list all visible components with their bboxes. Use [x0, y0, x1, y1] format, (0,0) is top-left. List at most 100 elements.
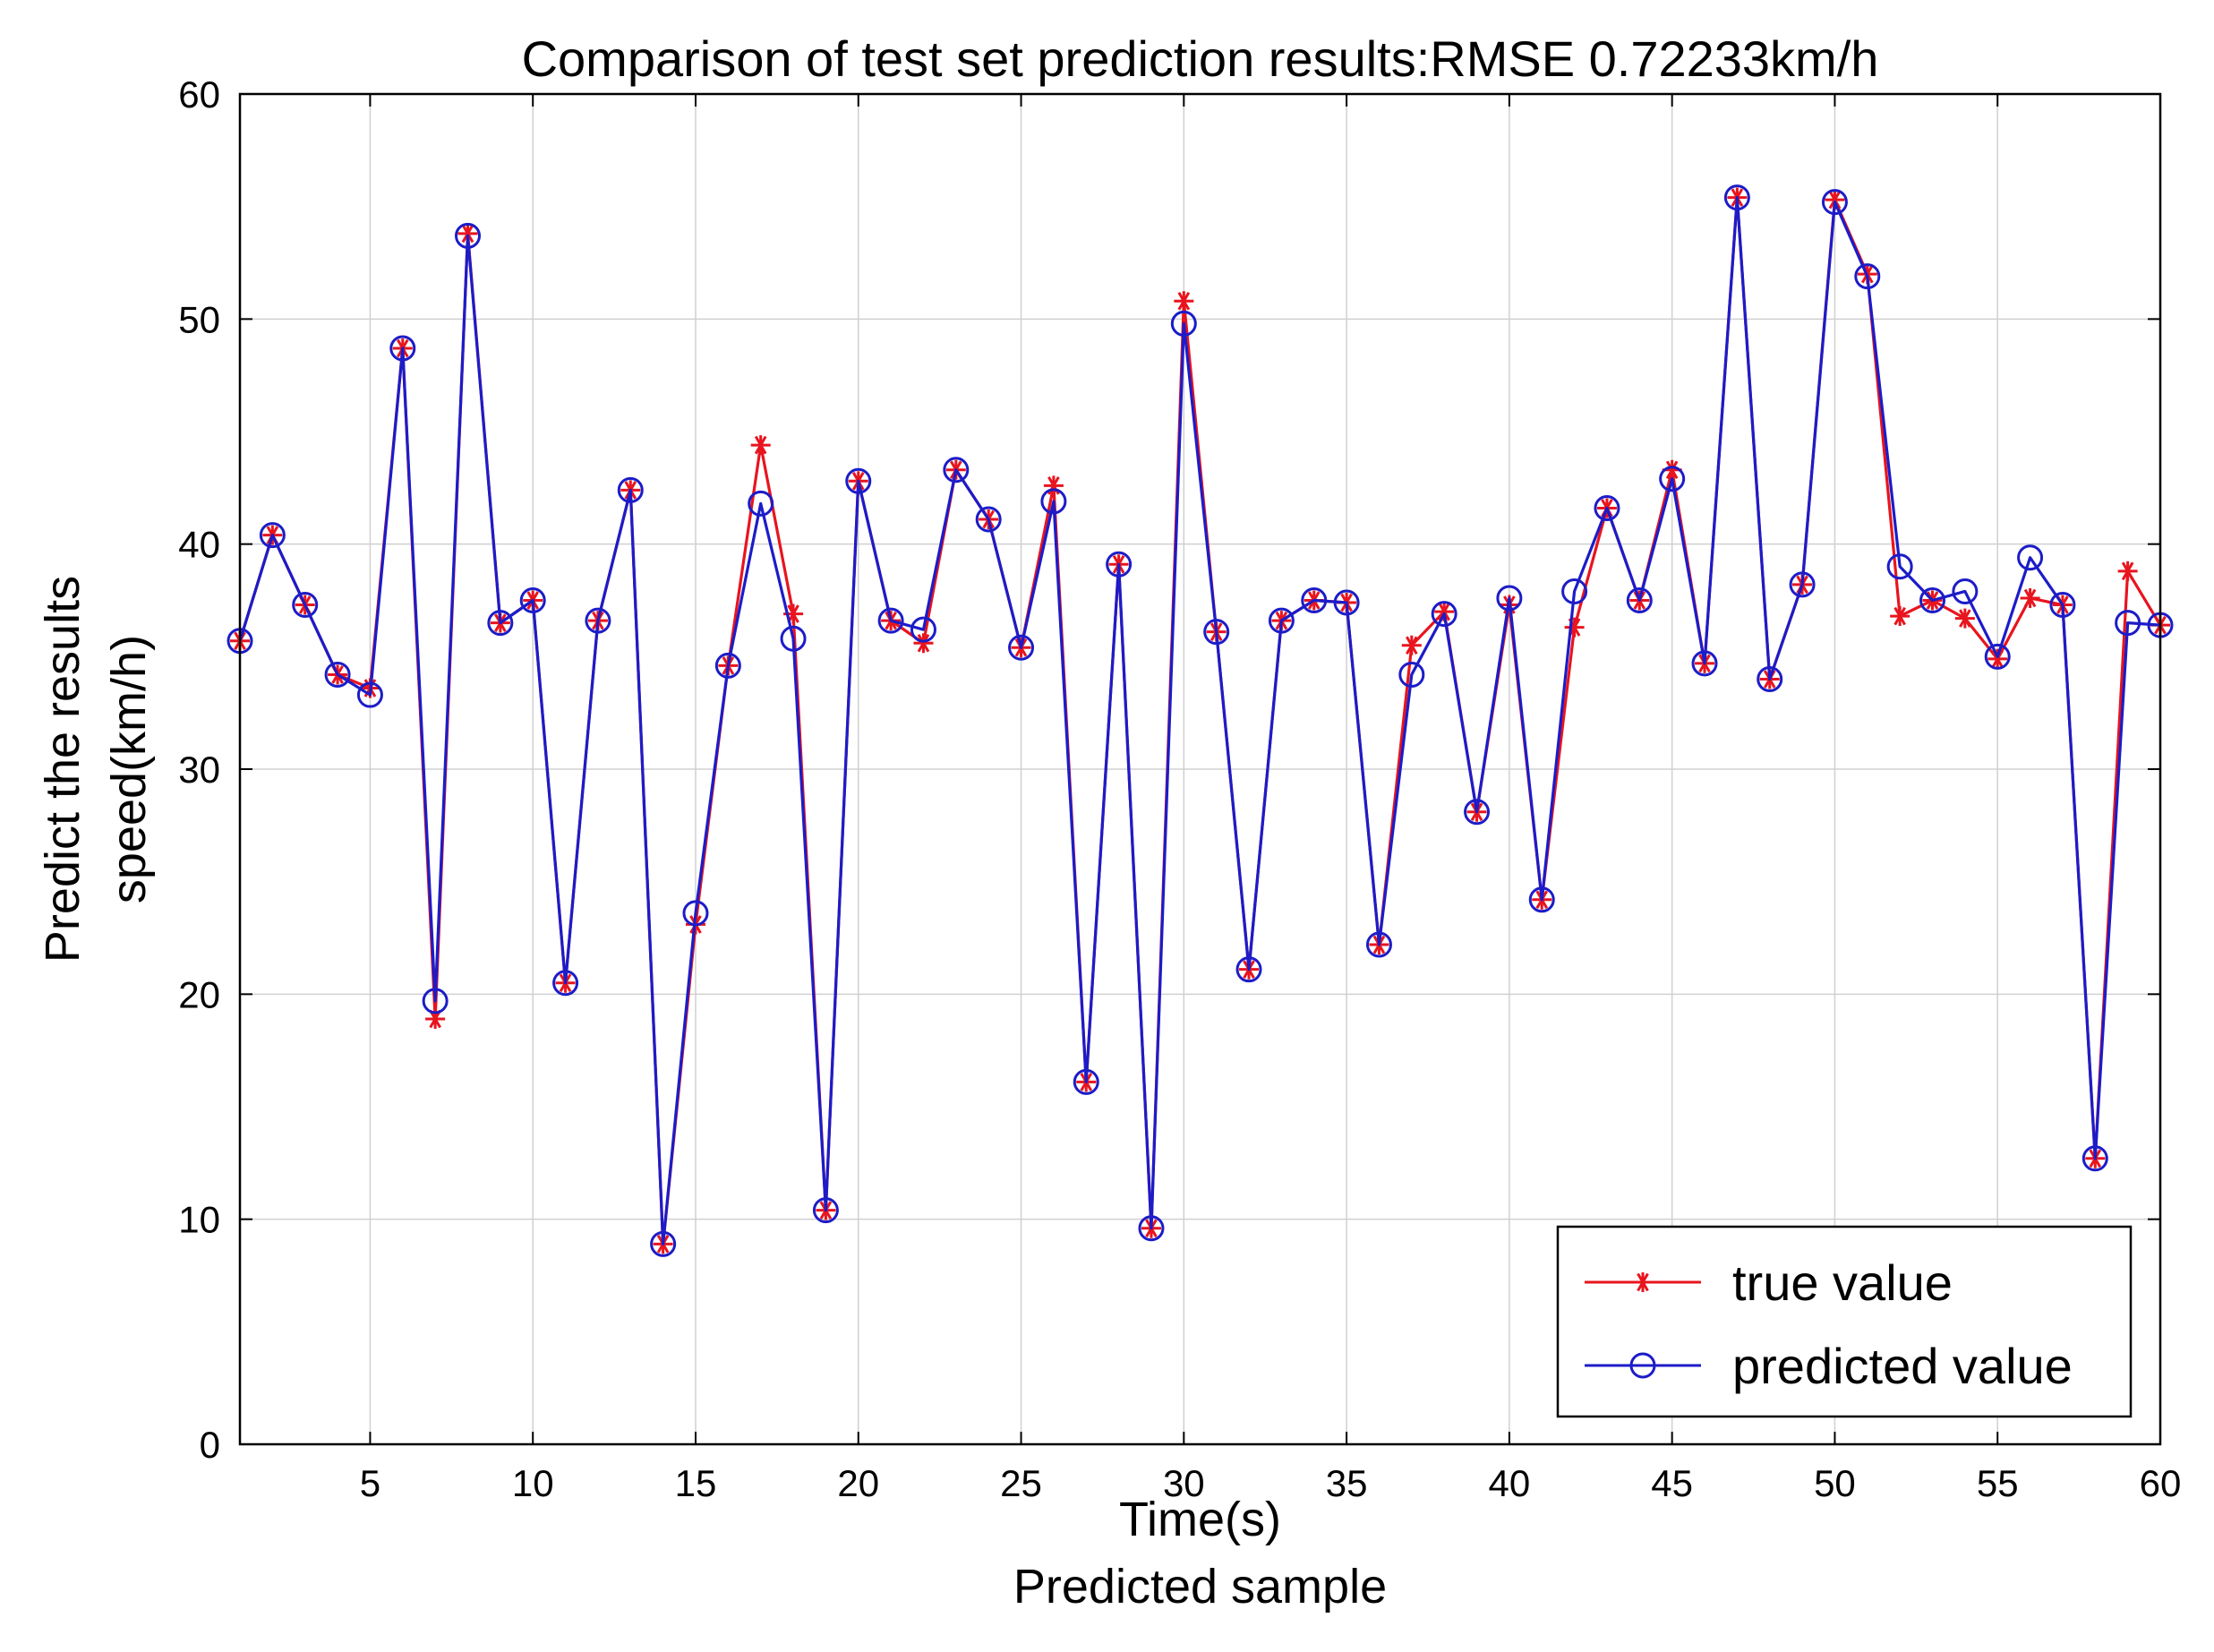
series-line — [238, 196, 2162, 1245]
x-tick-label: 50 — [1814, 1462, 1856, 1504]
data-point-predicted-value — [1008, 634, 1035, 661]
data-point-predicted-value — [780, 625, 807, 652]
series-predicted-value — [227, 184, 2174, 1257]
y-tick-label: 60 — [178, 73, 220, 116]
data-point-predicted-value — [389, 335, 416, 362]
data-point-predicted-value — [1691, 650, 1718, 677]
data-point-predicted-value — [552, 970, 579, 997]
series-layer — [227, 184, 2174, 1257]
data-point-predicted-value — [2017, 544, 2044, 571]
data-point-predicted-value — [585, 607, 611, 634]
data-point-predicted-value — [714, 652, 741, 679]
data-point-predicted-value — [1496, 585, 1523, 612]
data-point-true-value — [1954, 608, 1975, 629]
legend-marker-predicted-value — [1629, 1352, 1656, 1379]
data-point-predicted-value — [292, 592, 319, 619]
legend-circle-marker — [1629, 1352, 1656, 1379]
data-point-predicted-value — [454, 222, 481, 249]
data-point-true-value — [913, 633, 934, 654]
data-point-predicted-value — [910, 616, 936, 643]
data-point-predicted-value — [748, 490, 774, 517]
data-point-true-value — [750, 435, 771, 456]
legend: true value predicted value — [1556, 1225, 2133, 1418]
data-point-predicted-value — [324, 661, 351, 688]
data-point-predicted-value — [1040, 488, 1067, 515]
x-tick-label: 40 — [1489, 1462, 1531, 1504]
y-tick-label: 50 — [178, 298, 220, 340]
legend-star-marker — [1633, 1272, 1653, 1292]
data-point-predicted-value — [487, 610, 514, 637]
x-tick-label: 60 — [2140, 1462, 2182, 1504]
data-point-true-value — [1401, 635, 1422, 655]
data-point-true-value — [1825, 190, 1845, 210]
data-point-predicted-value — [2115, 610, 2141, 637]
data-point-predicted-value — [1854, 263, 1881, 290]
data-point-predicted-value — [1398, 661, 1425, 688]
x-tick-label: 10 — [512, 1462, 554, 1504]
data-point-predicted-value — [812, 1197, 839, 1224]
x-tick-label: 5 — [360, 1462, 380, 1504]
data-point-predicted-value — [1073, 1068, 1099, 1095]
data-point-predicted-value — [1561, 578, 1588, 604]
x-tick-label: 30 — [1163, 1462, 1205, 1504]
data-point-predicted-value — [1919, 587, 1946, 613]
data-point-predicted-value — [617, 476, 644, 503]
data-point-predicted-value — [877, 607, 904, 634]
data-point-true-value — [2020, 587, 2040, 608]
x-axis-label: Time(s) — [1119, 1493, 1281, 1546]
data-point-predicted-value — [1464, 799, 1491, 826]
data-point-predicted-value — [1268, 607, 1295, 634]
data-point-predicted-value — [259, 522, 286, 549]
data-point-predicted-value — [650, 1230, 677, 1257]
data-point-predicted-value — [1757, 665, 1783, 692]
series-line — [238, 196, 2161, 1245]
data-point-predicted-value — [1301, 587, 1328, 613]
chart-title: Comparison of test set prediction result… — [522, 30, 1879, 87]
data-point-predicted-value — [2082, 1145, 2108, 1172]
data-point-predicted-value — [1138, 1215, 1165, 1242]
x-tick-label: 35 — [1326, 1462, 1368, 1504]
data-point-predicted-value — [845, 467, 872, 494]
legend-marker-true-value — [1633, 1272, 1653, 1292]
series-true-value — [230, 187, 2170, 1254]
y-axis-label-line2: speed(km/h) — [102, 635, 156, 903]
x-tick-label: 25 — [1000, 1462, 1042, 1504]
y-tick-label: 40 — [178, 524, 220, 566]
data-point-predicted-value — [519, 587, 546, 613]
data-point-predicted-value — [1886, 553, 1913, 580]
x-tick-label: 15 — [675, 1462, 717, 1504]
legend-label-predicted-value: predicted value — [1732, 1338, 2073, 1394]
legend-box — [1556, 1225, 2133, 1418]
data-point-predicted-value — [1821, 189, 1848, 216]
data-point-predicted-value — [1365, 931, 1392, 958]
data-point-predicted-value — [943, 457, 970, 484]
data-point-predicted-value — [1106, 551, 1133, 578]
data-point-predicted-value — [1626, 587, 1653, 613]
y-tick-label: 0 — [200, 1424, 220, 1466]
data-point-predicted-value — [1723, 184, 1750, 211]
data-point-true-value — [2117, 561, 2138, 581]
data-point-true-value — [1564, 617, 1585, 638]
x-axis-sublabel: Predicted sample — [1013, 1560, 1387, 1613]
data-point-predicted-value — [975, 506, 1002, 533]
data-point-predicted-value — [1952, 578, 1979, 604]
x-tick-label: 55 — [1977, 1462, 2019, 1504]
data-point-predicted-value — [1333, 589, 1360, 616]
data-point-true-value — [1174, 291, 1194, 312]
data-point-predicted-value — [1203, 619, 1230, 646]
data-point-predicted-value — [1659, 466, 1686, 492]
y-tick-label: 20 — [178, 973, 220, 1015]
y-axis-label-line1: Predict the results — [36, 576, 90, 963]
data-point-predicted-value — [422, 988, 449, 1014]
data-point-predicted-value — [1431, 601, 1457, 628]
data-point-predicted-value — [1170, 310, 1197, 337]
y-tick-label: 10 — [178, 1199, 220, 1241]
y-tick-label: 30 — [178, 749, 220, 791]
data-point-true-value — [1890, 606, 1911, 627]
data-point-predicted-value — [1235, 956, 1262, 983]
data-point-predicted-value — [356, 681, 383, 708]
tick-labels: 5 10 15 20 25 30 35 40 45 50 55 60 0 10 20 30 40 50 60 — [178, 73, 2181, 1504]
data-point-predicted-value — [1789, 571, 1816, 598]
